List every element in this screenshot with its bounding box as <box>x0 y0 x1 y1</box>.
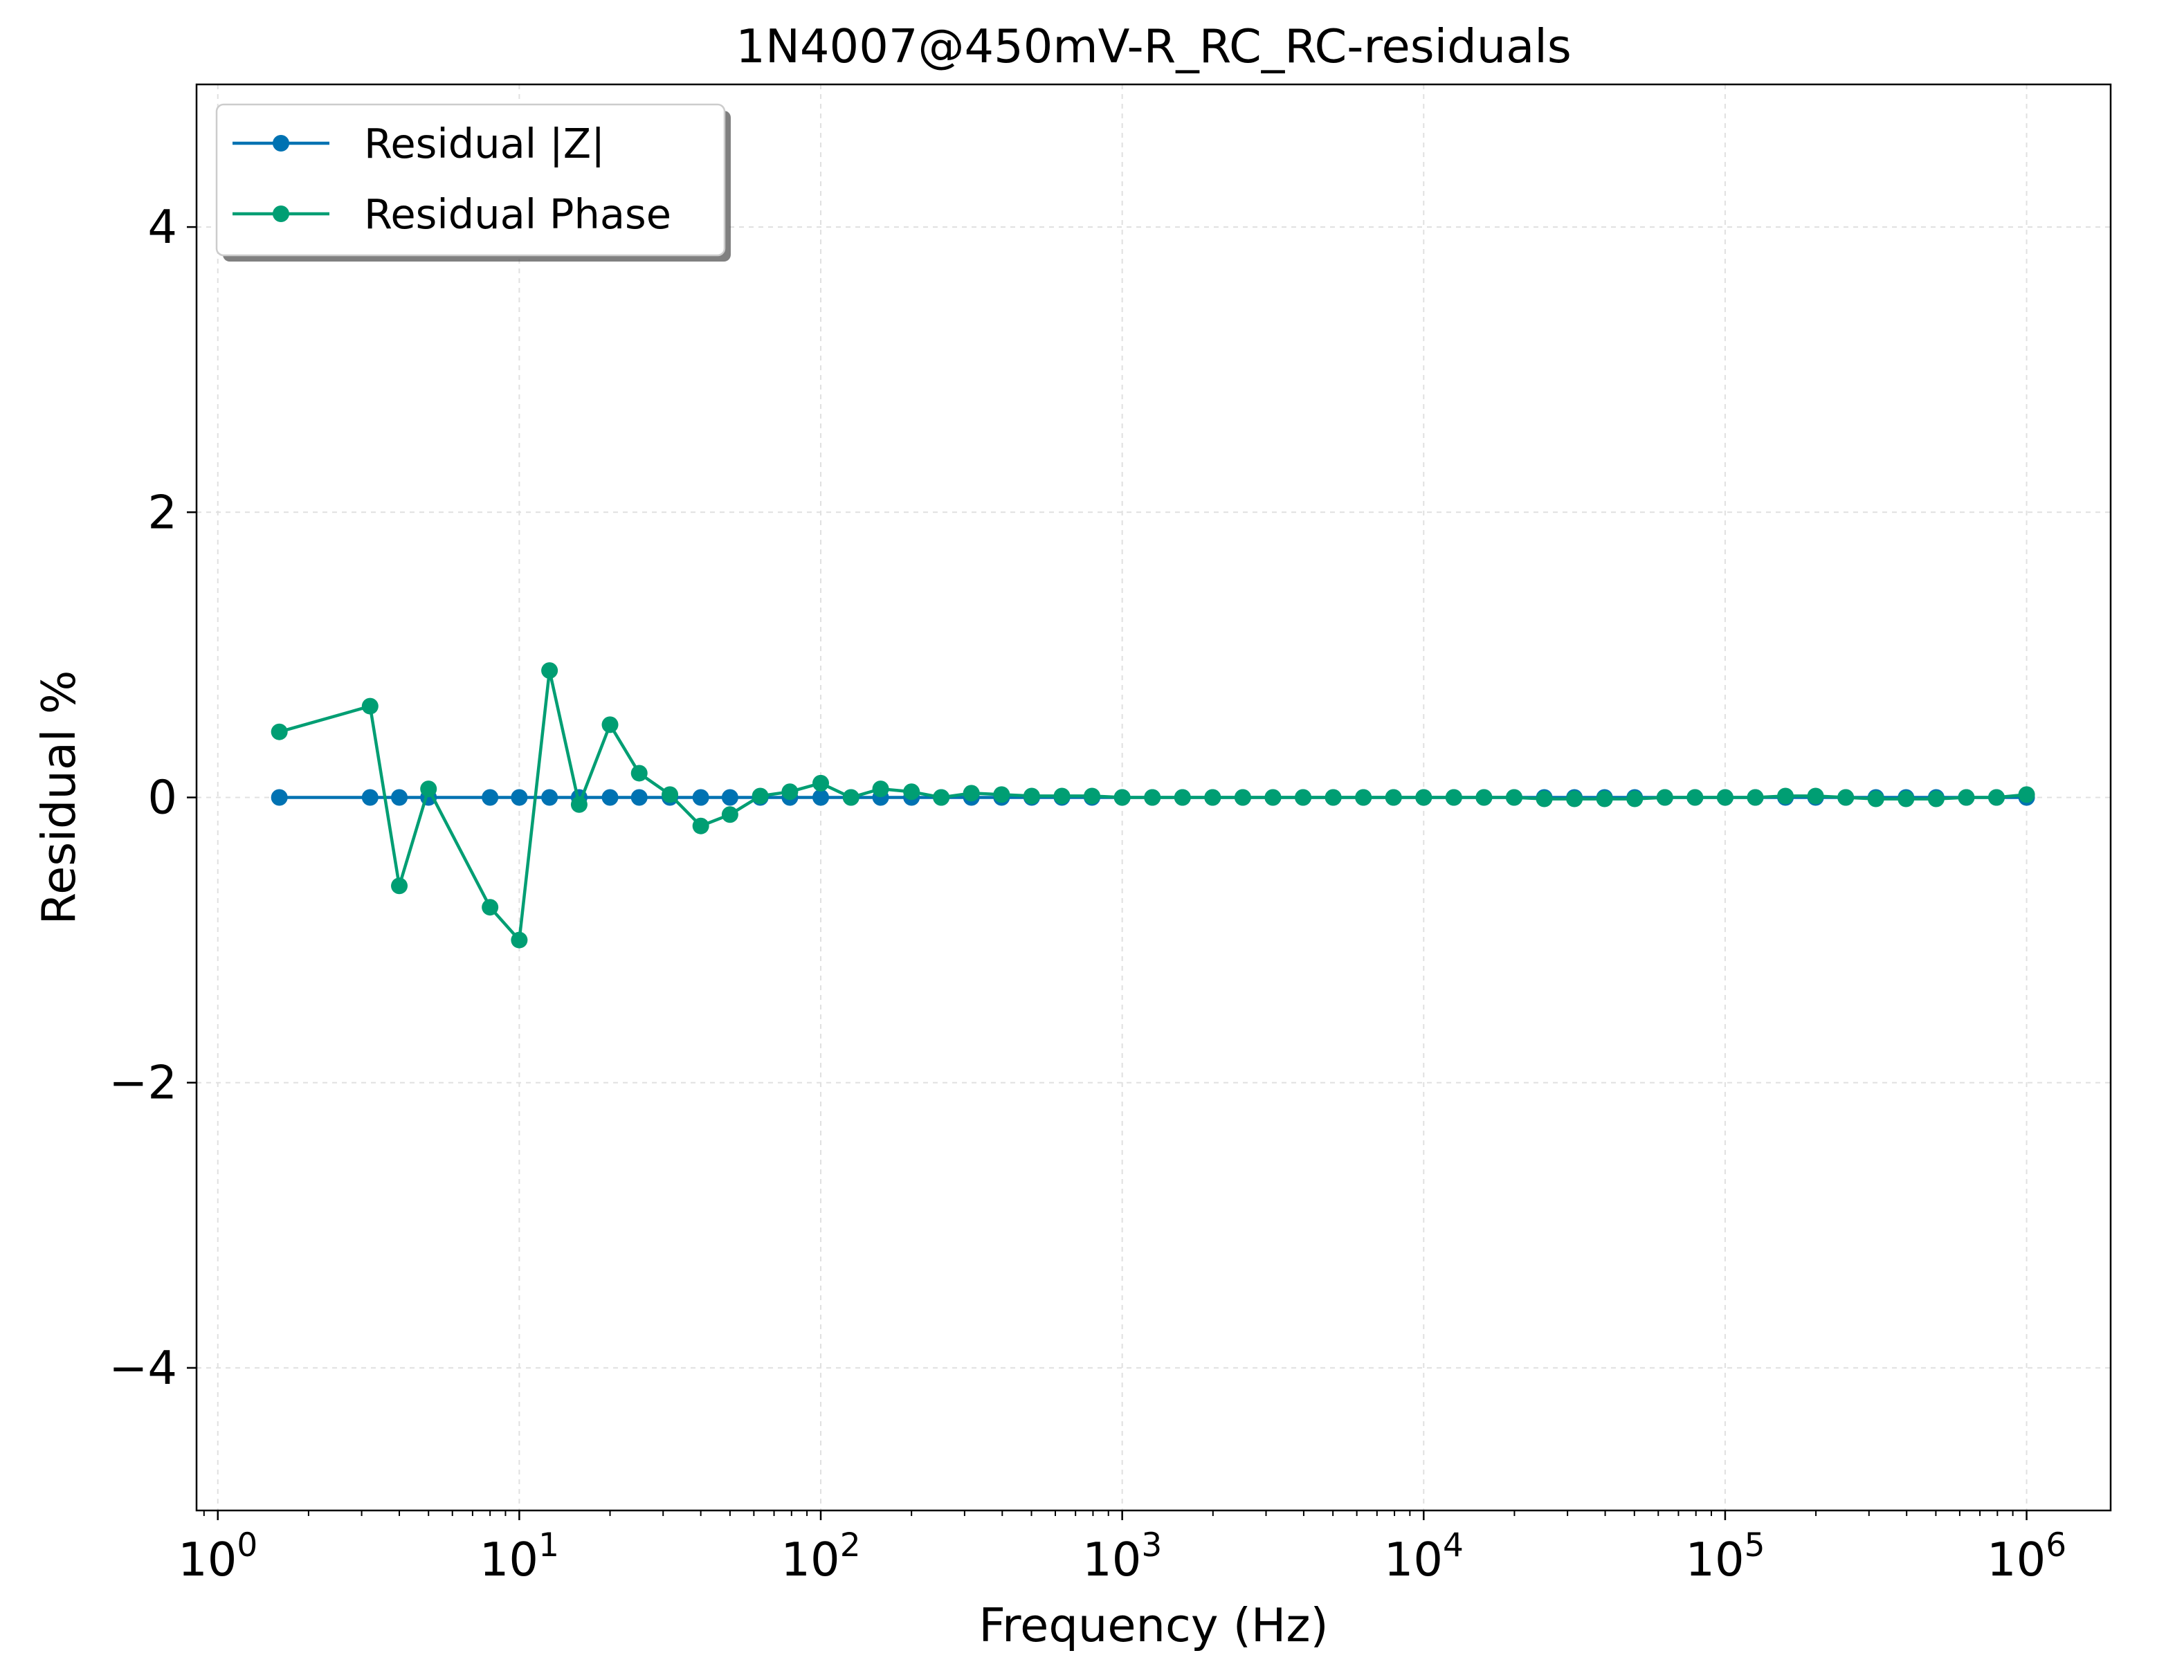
legend-marker-2 <box>273 206 289 222</box>
data-point <box>601 716 619 733</box>
data-point <box>1807 787 1824 805</box>
x-tick-label: 102 <box>781 1526 860 1587</box>
x-tick-label: 104 <box>1384 1526 1464 1587</box>
data-point <box>1325 789 1342 806</box>
data-point <box>1174 789 1191 806</box>
data-point <box>1355 789 1372 806</box>
x-tick-label: 105 <box>1685 1526 1765 1587</box>
data-point <box>963 785 980 802</box>
y-tick-label: 4 <box>147 200 177 254</box>
data-point <box>1084 787 1101 805</box>
data-point <box>630 789 648 806</box>
data-point <box>903 783 920 801</box>
data-point <box>812 774 830 792</box>
data-point <box>1295 789 1312 806</box>
x-tick-label: 106 <box>1987 1526 2066 1587</box>
data-point <box>1566 790 1583 807</box>
data-point <box>511 789 528 806</box>
data-point <box>1415 789 1432 806</box>
data-point <box>1113 789 1131 806</box>
data-point <box>1777 787 1794 805</box>
data-point <box>692 817 709 834</box>
data-point <box>812 789 830 806</box>
data-point <box>1716 789 1733 806</box>
chart-title: 1N4007@450mV-R_RC_RC-residuals <box>736 19 1572 73</box>
legend: Residual |Z| Residual Phase <box>215 103 731 262</box>
data-point <box>1144 789 1161 806</box>
data-point <box>1445 789 1462 806</box>
x-tick-label: 100 <box>178 1526 257 1587</box>
data-point <box>781 783 799 801</box>
data-point <box>570 796 588 813</box>
data-point <box>1626 790 1644 807</box>
data-point <box>1505 789 1522 806</box>
data-point <box>752 787 769 805</box>
data-point <box>1747 789 1764 806</box>
data-point <box>541 789 558 806</box>
data-point <box>1264 789 1282 806</box>
y-axis-label: Residual % <box>32 670 86 925</box>
data-point <box>1686 789 1704 806</box>
data-point <box>2018 786 2035 803</box>
legend-label-1: Residual |Z| <box>364 120 605 167</box>
data-point <box>630 765 648 782</box>
data-point <box>1023 787 1040 805</box>
axis-ticks: 100 101 102 103 104 105 106 −4 −2 0 2 4 <box>109 200 2066 1587</box>
data-point <box>1596 790 1613 807</box>
data-point <box>1536 790 1553 807</box>
y-tick-label: 0 <box>147 771 177 825</box>
plot-series <box>271 662 2035 949</box>
data-point <box>482 789 499 806</box>
data-point <box>511 931 528 949</box>
data-point <box>1053 787 1071 805</box>
data-point <box>1204 789 1221 806</box>
data-point <box>391 789 408 806</box>
data-point <box>1867 790 1884 807</box>
x-axis-label: Frequency (Hz) <box>979 1598 1328 1652</box>
data-point <box>721 789 738 806</box>
data-point <box>482 899 499 916</box>
x-tick-label: 103 <box>1082 1526 1162 1587</box>
y-tick-label: −2 <box>109 1056 177 1110</box>
data-point <box>361 697 379 715</box>
data-point <box>872 780 889 798</box>
data-point <box>1927 790 1945 807</box>
data-point <box>662 786 679 803</box>
data-point <box>1656 789 1673 806</box>
data-point <box>1837 789 1855 806</box>
data-point <box>601 789 619 806</box>
data-point <box>933 789 950 806</box>
data-point <box>692 789 709 806</box>
data-point <box>1475 789 1493 806</box>
data-point <box>1234 789 1251 806</box>
data-point <box>842 789 859 806</box>
data-point <box>271 723 288 740</box>
data-point <box>1958 789 1975 806</box>
x-tick-label: 101 <box>480 1526 559 1587</box>
data-point <box>361 789 379 806</box>
data-point <box>1385 789 1402 806</box>
data-point <box>541 662 558 679</box>
legend-box <box>215 103 726 257</box>
legend-marker-1 <box>273 135 289 152</box>
legend-label-2: Residual Phase <box>364 190 671 238</box>
data-point <box>1898 790 1915 807</box>
y-tick-label: −4 <box>109 1341 177 1395</box>
data-point <box>420 780 437 798</box>
data-point <box>721 806 738 823</box>
y-tick-label: 2 <box>147 485 177 539</box>
data-point <box>1988 789 2005 806</box>
data-point <box>993 786 1010 803</box>
data-point <box>391 877 408 895</box>
data-point <box>271 789 288 806</box>
